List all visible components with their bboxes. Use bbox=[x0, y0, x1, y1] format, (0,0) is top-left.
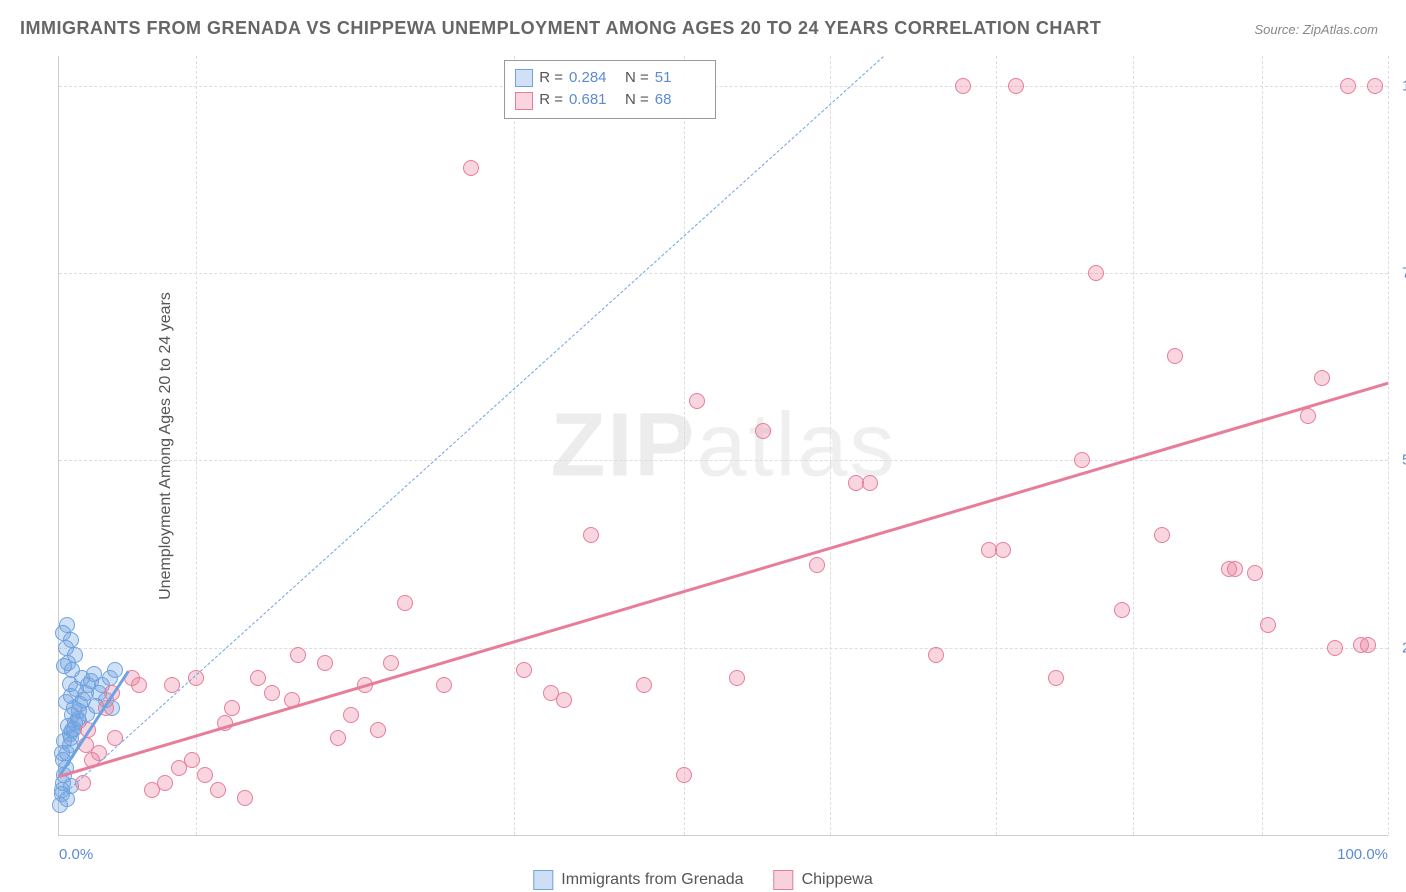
scatter-point bbox=[1340, 78, 1356, 94]
scatter-point bbox=[188, 670, 204, 686]
gridline-vertical bbox=[196, 56, 197, 835]
scatter-point bbox=[1114, 602, 1130, 618]
scatter-point bbox=[224, 700, 240, 716]
scatter-point bbox=[250, 670, 266, 686]
stat-label: R = bbox=[539, 67, 563, 90]
stat-r-value: 0.681 bbox=[569, 89, 619, 112]
stat-label: R = bbox=[539, 89, 563, 112]
scatter-point bbox=[862, 475, 878, 491]
scatter-point bbox=[463, 160, 479, 176]
gridline-vertical bbox=[1388, 56, 1389, 835]
stats-legend: R = 0.284 N = 51 R = 0.681 N = 68 bbox=[504, 60, 716, 119]
scatter-point bbox=[107, 662, 123, 678]
scatter-point bbox=[1008, 78, 1024, 94]
scatter-point bbox=[1360, 637, 1376, 653]
gridline-horizontal bbox=[59, 273, 1388, 274]
scatter-point bbox=[290, 647, 306, 663]
stat-r-value: 0.284 bbox=[569, 67, 619, 90]
legend-swatch bbox=[515, 92, 533, 110]
legend-label: Immigrants from Grenada bbox=[561, 871, 743, 889]
trend-line bbox=[59, 382, 1389, 778]
scatter-point bbox=[1367, 78, 1383, 94]
scatter-point bbox=[436, 677, 452, 693]
legend-label: Chippewa bbox=[802, 871, 873, 889]
scatter-point bbox=[1088, 265, 1104, 281]
chart-area: ZIPatlas 25.0%50.0%75.0%100.0%0.0%100.0%… bbox=[58, 56, 1388, 836]
scatter-point bbox=[1227, 561, 1243, 577]
scatter-point bbox=[59, 617, 75, 633]
scatter-point bbox=[516, 662, 532, 678]
scatter-point bbox=[1247, 565, 1263, 581]
scatter-point bbox=[237, 790, 253, 806]
scatter-point bbox=[210, 782, 226, 798]
scatter-point bbox=[1048, 670, 1064, 686]
scatter-point bbox=[755, 423, 771, 439]
gridline-horizontal bbox=[59, 648, 1388, 649]
scatter-point bbox=[131, 677, 147, 693]
gridline-vertical bbox=[1262, 56, 1263, 835]
legend-swatch bbox=[533, 870, 553, 890]
scatter-point bbox=[955, 78, 971, 94]
stat-n-value: 68 bbox=[655, 89, 705, 112]
scatter-point bbox=[636, 677, 652, 693]
legend-swatch bbox=[774, 870, 794, 890]
scatter-point bbox=[1314, 370, 1330, 386]
x-tick-label: 0.0% bbox=[59, 846, 93, 863]
bottom-legend: Immigrants from Grenada Chippewa bbox=[533, 870, 872, 890]
gridline-vertical bbox=[684, 56, 685, 835]
scatter-point bbox=[343, 707, 359, 723]
scatter-point bbox=[928, 647, 944, 663]
scatter-point bbox=[197, 767, 213, 783]
gridline-vertical bbox=[1133, 56, 1134, 835]
stats-legend-row: R = 0.681 N = 68 bbox=[515, 89, 705, 112]
y-tick-label: 75.0% bbox=[1392, 265, 1406, 282]
stats-legend-row: R = 0.284 N = 51 bbox=[515, 67, 705, 90]
gridline-vertical bbox=[514, 56, 515, 835]
scatter-point bbox=[317, 655, 333, 671]
gridline-horizontal bbox=[59, 460, 1388, 461]
scatter-point bbox=[689, 393, 705, 409]
scatter-point bbox=[264, 685, 280, 701]
gridline-vertical bbox=[830, 56, 831, 835]
scatter-point bbox=[1154, 527, 1170, 543]
y-tick-label: 50.0% bbox=[1392, 452, 1406, 469]
scatter-point bbox=[1260, 617, 1276, 633]
scatter-point bbox=[995, 542, 1011, 558]
scatter-point bbox=[1074, 452, 1090, 468]
scatter-point bbox=[397, 595, 413, 611]
stat-label: N = bbox=[625, 89, 649, 112]
x-tick-label: 100.0% bbox=[1337, 846, 1388, 863]
y-tick-label: 25.0% bbox=[1392, 639, 1406, 656]
watermark: ZIPatlas bbox=[550, 394, 896, 497]
scatter-point bbox=[1327, 640, 1343, 656]
scatter-point bbox=[184, 752, 200, 768]
stat-n-value: 51 bbox=[655, 67, 705, 90]
scatter-point bbox=[330, 730, 346, 746]
scatter-point bbox=[676, 767, 692, 783]
scatter-point bbox=[809, 557, 825, 573]
scatter-point bbox=[370, 722, 386, 738]
source-attribution: Source: ZipAtlas.com bbox=[1254, 22, 1378, 37]
scatter-plot: ZIPatlas 25.0%50.0%75.0%100.0%0.0%100.0%… bbox=[58, 56, 1388, 836]
y-tick-label: 100.0% bbox=[1392, 77, 1406, 94]
legend-item: Chippewa bbox=[774, 870, 873, 890]
gridline-vertical bbox=[996, 56, 997, 835]
scatter-point bbox=[729, 670, 745, 686]
stat-label: N = bbox=[625, 67, 649, 90]
scatter-point bbox=[383, 655, 399, 671]
gridline-horizontal bbox=[59, 86, 1388, 87]
scatter-point bbox=[583, 527, 599, 543]
scatter-point bbox=[556, 692, 572, 708]
legend-swatch bbox=[515, 69, 533, 87]
scatter-point bbox=[1167, 348, 1183, 364]
legend-item: Immigrants from Grenada bbox=[533, 870, 743, 890]
chart-title: IMMIGRANTS FROM GRENADA VS CHIPPEWA UNEM… bbox=[20, 18, 1101, 39]
scatter-point bbox=[157, 775, 173, 791]
